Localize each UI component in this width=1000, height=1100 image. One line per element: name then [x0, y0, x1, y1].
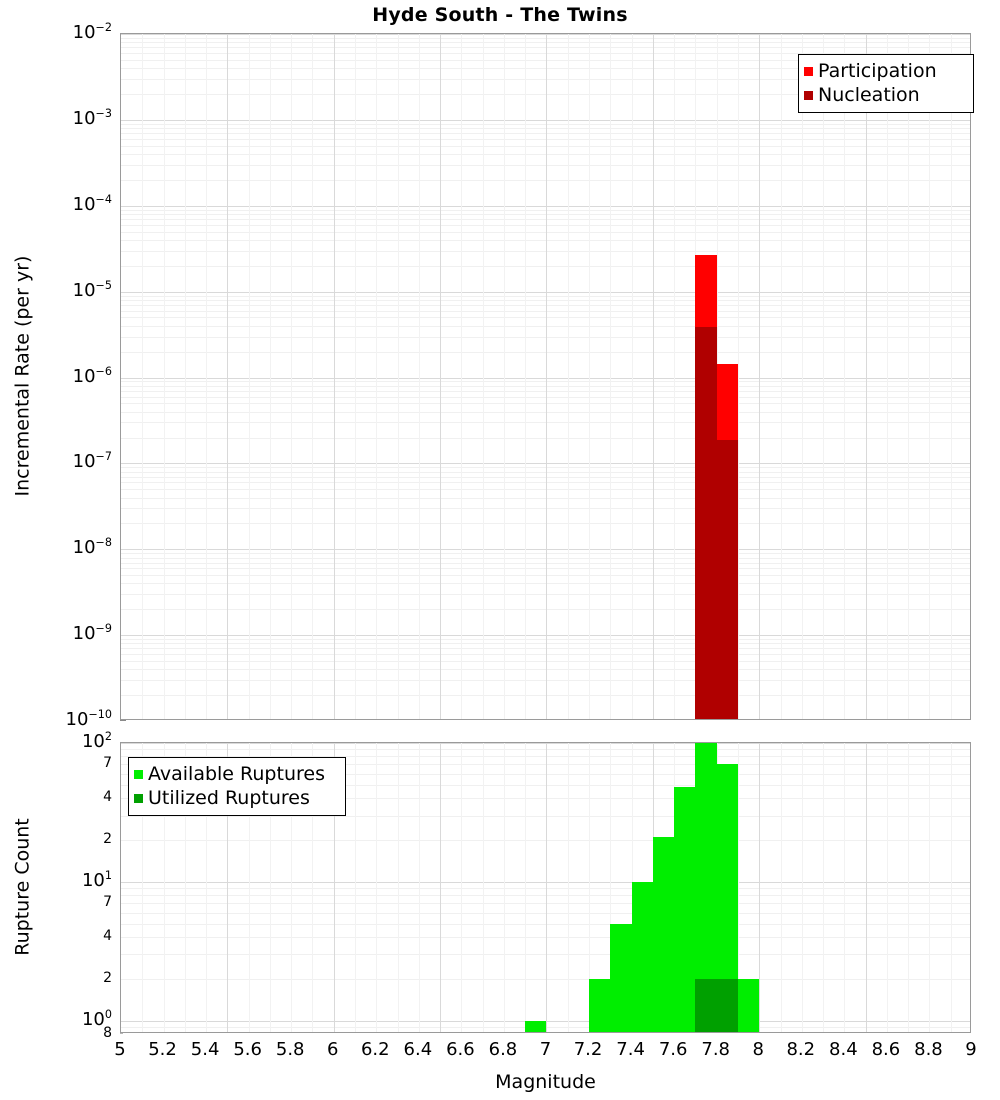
legend-label: Participation	[818, 59, 937, 82]
y-tick-label-bottom: 7	[103, 755, 112, 772]
y-tick-label-top: 10−10	[65, 708, 112, 730]
legend-swatch-icon	[804, 90, 813, 100]
legend-item: Nucleation	[804, 83, 965, 107]
x-tick-label: 6.8	[488, 1039, 518, 1060]
legend-label: Nucleation	[818, 83, 920, 106]
bar-utilized-ruptures	[716, 978, 738, 1032]
y-tick-label-bottom: 4	[103, 928, 112, 944]
y-tick-label-top: 10−3	[72, 106, 112, 129]
legend-swatch-icon	[804, 66, 813, 76]
bar-available-ruptures	[716, 764, 738, 1032]
x-tick-label: 9	[965, 1039, 977, 1060]
x-tick-label: 7.6	[658, 1039, 688, 1060]
bar-available-ruptures	[525, 1020, 547, 1032]
legend-item: Utilized Ruptures	[134, 786, 337, 810]
legend-item: Participation	[804, 59, 965, 83]
x-axis-title: Magnitude	[495, 1071, 596, 1093]
plot-area-bottom	[120, 742, 971, 1033]
bar-available-ruptures	[737, 978, 760, 1032]
y-tick-label-bottom: 102	[81, 730, 112, 752]
legend-top: Participation Nucleation	[798, 54, 974, 113]
y-tick-label-bottom: 101	[81, 868, 112, 891]
y-tick-label-bottom: 2	[103, 969, 112, 986]
x-tick-label: 5.8	[275, 1039, 305, 1060]
plot-area-top	[120, 33, 971, 720]
y-tick-label-bottom: 2	[103, 831, 112, 847]
x-tick-label: 6	[327, 1039, 339, 1060]
y-tick-label-bottom: 8	[103, 1025, 112, 1041]
legend-item: Available Ruptures	[134, 762, 337, 786]
bar-utilized-ruptures	[695, 978, 717, 1032]
legend-swatch-icon	[134, 769, 143, 779]
x-tick-label: 5.2	[148, 1039, 177, 1060]
bar-available-ruptures	[652, 837, 675, 1032]
y-tick-label-bottom: 7	[103, 894, 112, 911]
x-tick-label: 8.4	[829, 1039, 858, 1060]
y-tick-label-bottom: 4	[103, 789, 112, 806]
y-tick-label-top: 10−4	[72, 192, 112, 215]
legend-bottom: Available Ruptures Utilized Ruptures	[128, 757, 346, 816]
x-tick-label: 6.2	[360, 1039, 390, 1060]
bar-available-ruptures	[589, 978, 611, 1032]
x-tick-label: 8.2	[786, 1039, 816, 1060]
x-tick-label: 8	[752, 1039, 764, 1060]
y-tick-label-top: 10−6	[72, 364, 112, 387]
bar-available-ruptures	[610, 923, 632, 1032]
bar-available-ruptures	[631, 881, 653, 1032]
bar-available-ruptures	[674, 787, 696, 1032]
x-tick-label: 7.8	[701, 1039, 731, 1060]
y-tick-label-top: 10−2	[72, 21, 112, 43]
page-title: Hyde South - The Twins	[372, 4, 628, 26]
x-tick-label: 5.4	[190, 1039, 220, 1060]
x-tick-label: 5	[114, 1039, 126, 1060]
x-tick-label: 8.6	[871, 1039, 901, 1060]
incremental-rate-panel: Incremental Rate (per yr) 10−2 10−3 10−4 10…	[11, 21, 974, 730]
y-tick-label-top: 10−9	[72, 622, 112, 645]
legend-swatch-icon	[134, 793, 143, 803]
bar-available-ruptures	[695, 743, 717, 1032]
bar-nucleation	[716, 440, 738, 719]
x-tick-label: 7.2	[573, 1039, 603, 1060]
x-tick-label: 6.4	[403, 1039, 433, 1060]
x-tick-label: 8.8	[914, 1039, 943, 1060]
y-tick-label-bottom: 100	[81, 1007, 112, 1030]
x-tick-label: 6.6	[446, 1039, 475, 1060]
y-tick-label-top: 10−5	[72, 278, 112, 301]
legend-label: Utilized Ruptures	[148, 786, 310, 809]
bar-nucleation	[695, 326, 717, 719]
y-tick-label-top: 10−8	[72, 536, 112, 559]
x-tick-label: 7.4	[616, 1039, 645, 1060]
y-tick-label-top: 10−7	[72, 450, 112, 473]
x-tick-label: 5.6	[233, 1039, 262, 1060]
x-tick-label: 7	[539, 1039, 552, 1060]
legend-label: Available Ruptures	[148, 762, 325, 785]
